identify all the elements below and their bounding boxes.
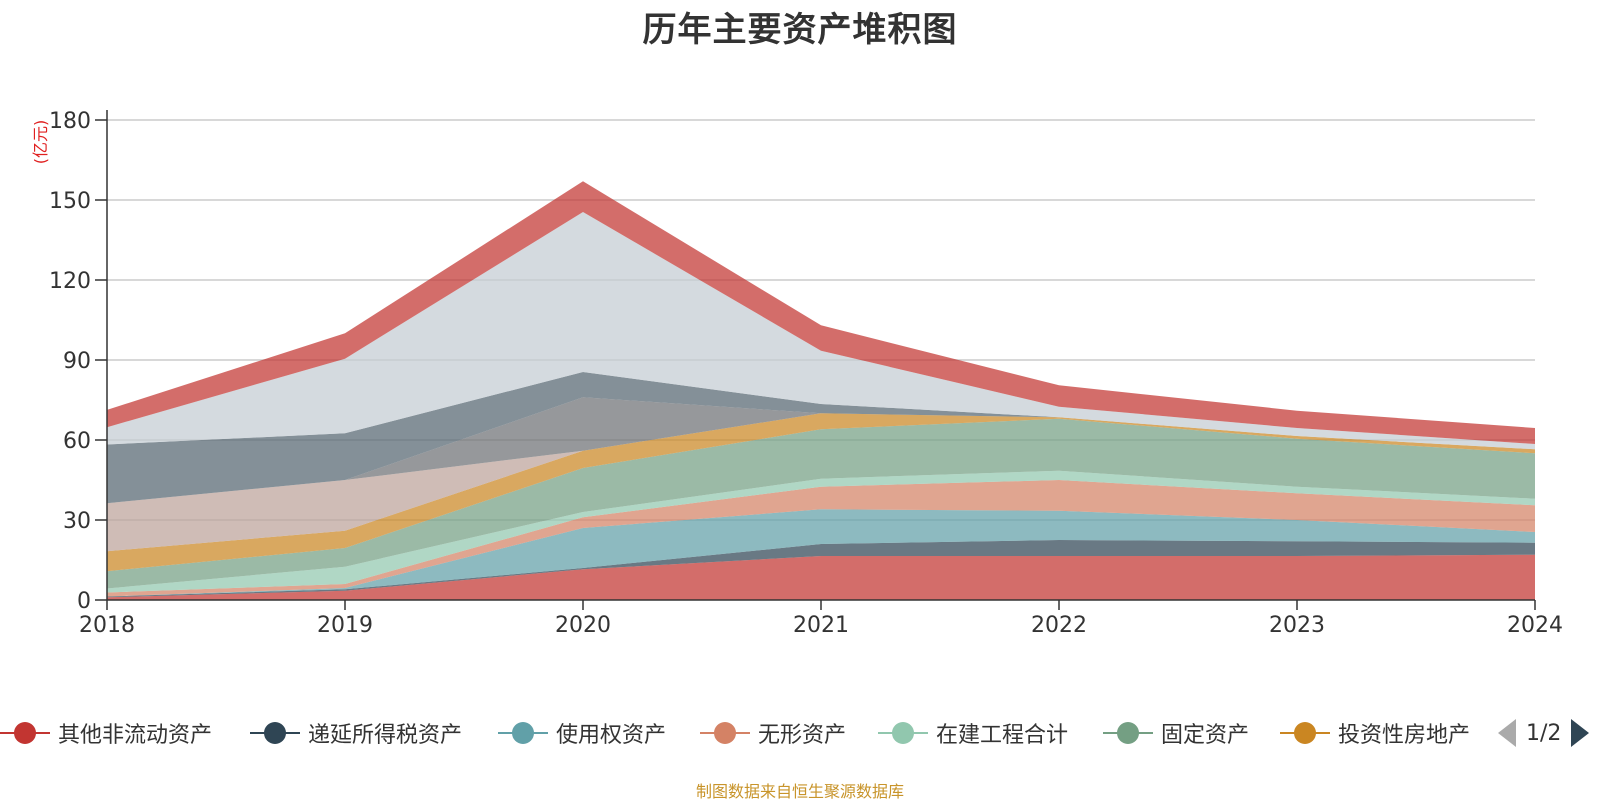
legend-marker-icon [700,718,750,748]
y-tick-label: 150 [49,189,91,214]
y-tick-label: 180 [49,109,91,134]
legend-label: 投资性房地产 [1338,723,1471,748]
area-series-10 [107,212,1535,450]
legend-prev-page-icon[interactable] [1498,719,1516,747]
legend-marker-icon [878,718,928,748]
legend-label: 其他非流动资产 [58,723,213,748]
area-series-6 [107,413,1535,572]
y-tick-label: 0 [77,589,91,614]
area-series-3 [107,480,1535,597]
area-series-11 [107,181,1535,445]
x-tick-label: 2023 [1269,613,1325,638]
legend-item[interactable]: 固定资产 [1103,715,1249,751]
x-tick-label: 2018 [79,613,135,638]
y-tick-label: 30 [63,509,91,534]
chart-title: 历年主要资产堆积图 [642,10,958,50]
legend-item[interactable]: 投资性房地产 [1280,715,1470,751]
y-tick-label: 120 [49,269,91,294]
area-series-9 [107,372,1535,504]
legend-label: 固定资产 [1161,723,1250,748]
legend-item[interactable]: 其他非流动资产 [0,715,212,751]
x-tick-label: 2019 [317,613,373,638]
source-note: 制图数据来自恒生聚源数据库 [695,782,904,801]
legend-next-page-icon[interactable] [1571,719,1590,747]
legend-marker-icon [250,718,300,748]
y-axis-unit-label: (亿元) [31,120,50,165]
legend-item[interactable]: 使用权资产 [498,715,666,751]
legend-label: 无形资产 [758,723,847,748]
axes: 0 30 60 90 120 150 180 2018 2019 2020 2021 2022 2023… [49,109,1563,638]
legend-label: 使用权资产 [556,723,667,748]
legend-item[interactable]: 无形资产 [700,715,846,751]
legend-marker-icon [0,718,50,748]
area-series-2 [107,509,1535,597]
x-tick-label: 2020 [555,613,611,638]
legend: 其他非流动资产 递延所得税资产 使用权资产 无形资产 在建工程合计 固定资产 投资性房地产 [0,715,1600,751]
area-series-1 [107,540,1535,598]
legend-marker-icon [498,718,548,748]
legend-label: 递延所得税资产 [308,723,463,748]
y-tick-label: 60 [63,429,91,454]
area-series-4 [107,470,1535,593]
legend-page-indicator: 1/2 [1526,720,1562,746]
legend-marker-icon [1280,718,1330,748]
legend-label: 在建工程合计 [936,723,1069,748]
area-series-0 [107,554,1535,600]
legend-item[interactable]: 递延所得税资产 [250,715,462,751]
legend-item[interactable]: 在建工程合计 [878,715,1068,751]
area-series-7 [107,413,1535,552]
legend-marker-icon [1103,718,1153,748]
area-series-5 [107,418,1535,589]
x-tick-label: 2022 [1031,613,1087,638]
x-tick-label: 2024 [1507,613,1563,638]
x-tick-label: 2021 [793,613,849,638]
legend-pager: 1/2 [1498,715,1590,751]
y-tick-label: 90 [63,349,91,374]
stacked-areas [107,181,1535,600]
